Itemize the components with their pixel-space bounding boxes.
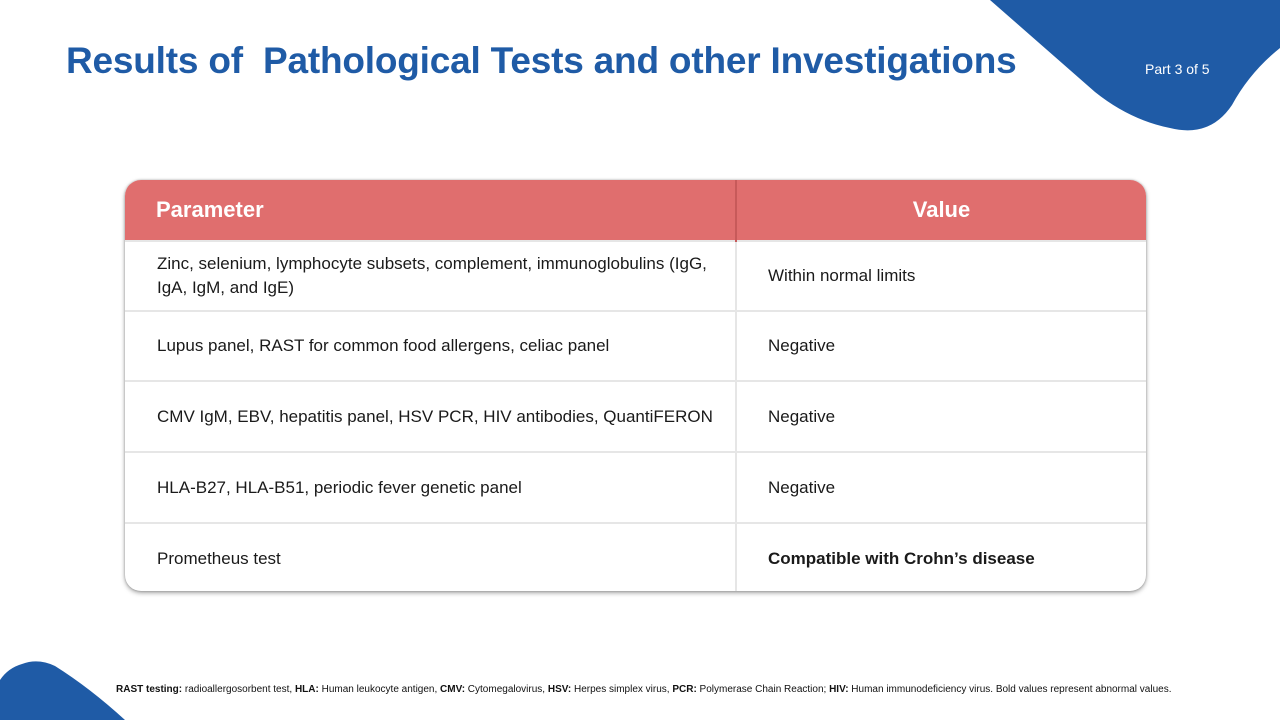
footnote-term: PCR:	[672, 684, 697, 695]
footnote-tail: Bold values represent abnormal values.	[995, 684, 1172, 695]
table-header-row: Parameter Value	[125, 180, 1146, 241]
header-parameter: Parameter	[125, 180, 736, 241]
value-cell: Negative	[735, 380, 1146, 452]
page-title: Results of Pathological Tests and other …	[66, 40, 1017, 81]
footnote-term: HIV:	[829, 684, 849, 695]
parameter-cell: HLA-B27, HLA-B51, periodic fever genetic…	[125, 451, 736, 523]
footnote-definition: Human leukocyte antigen,	[318, 684, 441, 695]
table-row: Lupus panel, RAST for common food allerg…	[125, 310, 1146, 381]
table-row: Zinc, selenium, lymphocyte subsets, comp…	[125, 240, 1146, 311]
bottom-left-corner-shape	[0, 661, 125, 720]
footnote-definition: Human immunodeficiency virus.	[848, 684, 996, 695]
table-row: HLA-B27, HLA-B51, periodic fever genetic…	[125, 451, 1146, 523]
table-row: CMV IgM, EBV, hepatitis panel, HSV PCR, …	[125, 380, 1146, 452]
footnote-term: RAST testing:	[116, 684, 183, 695]
value-cell: Negative	[735, 310, 1146, 381]
footnote-term: HSV:	[547, 684, 572, 695]
parameter-cell: CMV IgM, EBV, hepatitis panel, HSV PCR, …	[125, 380, 736, 452]
footnote-definition: Cytomegalovirus,	[465, 684, 548, 695]
results-table: Parameter Value Zinc, selenium, lymphocy…	[125, 180, 1146, 591]
footnote-definition: Herpes simplex virus,	[571, 684, 673, 695]
value-cell: Within normal limits	[735, 240, 1146, 311]
value-cell: Negative	[735, 451, 1146, 523]
footnote-definition: Polymerase Chain Reaction;	[696, 684, 830, 695]
footnote-term: CMV:	[440, 684, 466, 695]
footnote-definition: radioallergosorbent test,	[182, 684, 295, 695]
value-cell-abnormal: Compatible with Crohn’s disease	[735, 522, 1146, 591]
top-right-corner-shape	[990, 0, 1280, 131]
parameter-cell: Lupus panel, RAST for common food allerg…	[125, 310, 736, 381]
parameter-cell: Zinc, selenium, lymphocyte subsets, comp…	[125, 240, 736, 311]
parameter-cell: Prometheus test	[125, 522, 736, 591]
table-row: Prometheus test Compatible with Crohn’s …	[125, 522, 1146, 591]
footnote: RAST testing: radioallergosorbent test, …	[116, 684, 1171, 695]
footnote-term: HLA:	[294, 684, 319, 695]
header-value: Value	[735, 180, 1146, 241]
part-indicator: Part 3 of 5	[1145, 61, 1210, 77]
results-table-card: Parameter Value Zinc, selenium, lymphocy…	[125, 180, 1146, 591]
